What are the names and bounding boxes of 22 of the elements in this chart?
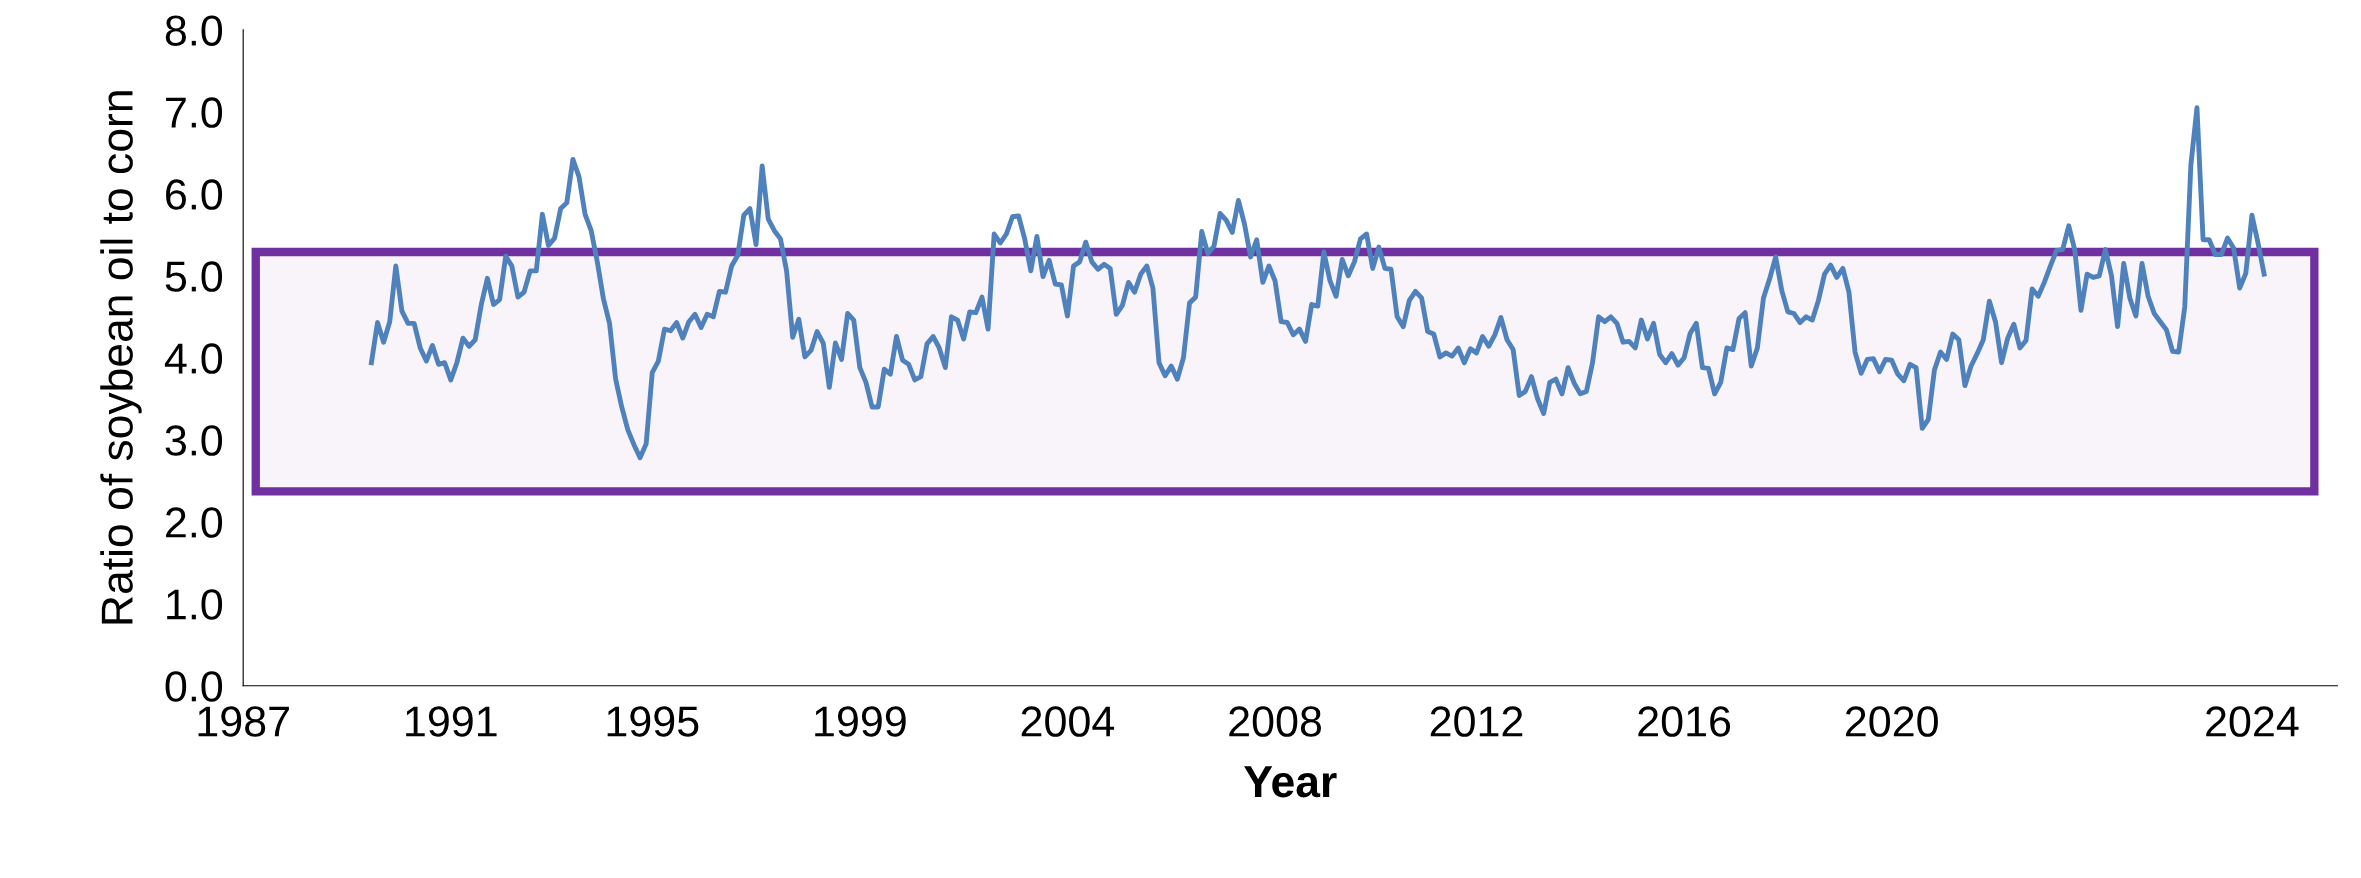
y-tick-label: 5.0 [165, 261, 223, 292]
x-tick-label: 1995 [607, 706, 699, 737]
line-series [368, 105, 2267, 461]
x-tick-label: 2008 [1229, 706, 1322, 737]
x-tick-label: 1991 [406, 706, 497, 737]
x-tick-label: 1987 [198, 706, 289, 737]
y-tick-label: 7.0 [166, 97, 223, 128]
y-tick-label: 3.0 [165, 425, 223, 456]
y-tick-label: 4.0 [164, 343, 223, 374]
y-tick-label: 0.0 [165, 671, 223, 702]
y-tick-label: 6.0 [166, 179, 223, 210]
y-tick-label: 8.0 [165, 15, 223, 46]
y-tick-label: 1.0 [167, 589, 223, 620]
x-tick-label: 2004 [1021, 706, 1115, 737]
x-axis-title: Year [1244, 766, 1337, 798]
x-tick-label: 1999 [815, 706, 906, 737]
x-tick-label: 2012 [1430, 706, 1523, 737]
x-tick-label: 2020 [1845, 706, 1938, 737]
y-axis-title: Ratio of soybean oil to corn [100, 91, 142, 624]
y-tick-label: 2.0 [166, 507, 223, 538]
x-tick-label: 2024 [2206, 706, 2299, 737]
x-tick-label: 2016 [1638, 706, 1731, 737]
